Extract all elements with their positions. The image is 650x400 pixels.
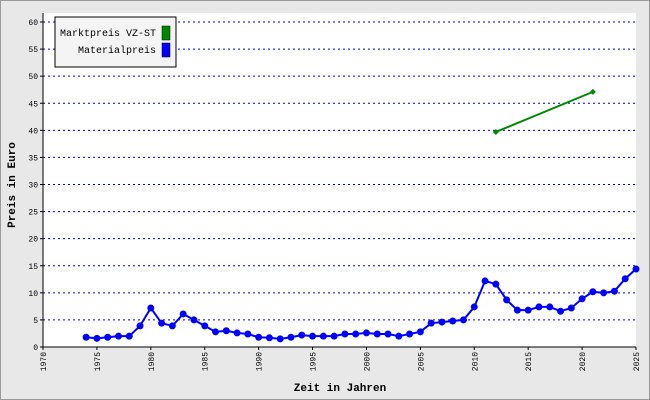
- point: [319, 332, 327, 340]
- y-tick-label: 10: [28, 290, 38, 299]
- y-axis-label: Preis in Euro: [7, 142, 19, 228]
- plot-area: [43, 13, 636, 347]
- y-tick-label: 60: [28, 19, 38, 28]
- x-tick-label: 1980: [148, 352, 157, 371]
- point: [104, 333, 112, 341]
- point: [406, 330, 414, 338]
- point: [93, 334, 101, 342]
- point: [557, 307, 565, 315]
- y-tick-label: 25: [28, 209, 38, 218]
- y-tick-label: 35: [28, 154, 38, 163]
- y-tick-label: 45: [28, 100, 38, 109]
- y-tick-label: 30: [28, 182, 38, 191]
- y-tick-label: 50: [28, 73, 38, 82]
- point: [147, 304, 155, 312]
- legend-box: [54, 16, 177, 68]
- point: [470, 303, 478, 311]
- point: [535, 303, 543, 311]
- point: [459, 316, 467, 324]
- legend-swatch: [161, 25, 171, 41]
- point: [158, 319, 166, 327]
- x-axis-label: Zeit in Jahren: [294, 383, 386, 395]
- legend: Marktpreis VZ-ST Materialpreis: [54, 16, 177, 68]
- point: [492, 128, 499, 135]
- point: [362, 329, 370, 337]
- point: [492, 280, 500, 288]
- point: [589, 288, 597, 296]
- point: [610, 287, 618, 295]
- point: [190, 316, 198, 324]
- legend-label: Materialpreis: [78, 45, 156, 57]
- point: [114, 332, 122, 340]
- x-tick-label: 2010: [471, 352, 480, 371]
- point: [513, 306, 521, 314]
- point: [578, 295, 586, 303]
- x-tick-label: 1985: [202, 352, 211, 371]
- point: [632, 265, 640, 273]
- point: [287, 333, 295, 341]
- point: [255, 333, 263, 341]
- legend-label: Marktpreis VZ-ST: [60, 28, 156, 40]
- point: [384, 330, 392, 338]
- y-tick-label: 20: [28, 236, 38, 245]
- x-tick-label: 1990: [256, 352, 265, 371]
- x-tick-label: 2015: [525, 352, 534, 371]
- point: [503, 296, 511, 304]
- point: [233, 329, 241, 337]
- point: [222, 327, 230, 335]
- point: [244, 330, 252, 338]
- point: [179, 310, 187, 318]
- point: [481, 277, 489, 285]
- point: [589, 88, 596, 95]
- x-tick-label: 2025: [633, 352, 642, 371]
- point: [309, 332, 317, 340]
- point: [212, 328, 220, 336]
- y-tick-label: 5: [33, 317, 38, 326]
- point: [567, 304, 575, 312]
- point: [136, 322, 144, 330]
- point: [395, 332, 403, 340]
- point: [621, 275, 629, 283]
- y-tick-label: 55: [28, 46, 38, 55]
- x-tick-label: 1975: [94, 352, 103, 371]
- line: [86, 268, 637, 340]
- x-tick-label: 1995: [310, 352, 319, 371]
- point: [298, 331, 306, 339]
- x-tick-label: 2020: [579, 352, 588, 371]
- y-tick-label: 40: [28, 127, 38, 136]
- legend-swatch: [161, 42, 171, 58]
- point: [168, 322, 176, 330]
- point: [125, 332, 133, 340]
- y-tick-label: 0: [33, 344, 38, 353]
- point: [524, 306, 532, 314]
- x-tick-label: 2000: [363, 352, 372, 371]
- point: [276, 335, 284, 343]
- point: [427, 319, 435, 327]
- x-tick-label: 1970: [40, 352, 49, 371]
- point: [330, 332, 338, 340]
- point: [449, 317, 457, 325]
- point: [438, 318, 446, 326]
- line: [495, 90, 594, 133]
- point: [265, 334, 273, 342]
- x-tick-label: 2005: [417, 352, 426, 371]
- point: [600, 289, 608, 297]
- point: [416, 328, 424, 336]
- point: [352, 330, 360, 338]
- point: [201, 322, 209, 330]
- y-tick-label: 15: [28, 263, 38, 272]
- point: [373, 330, 381, 338]
- point: [82, 333, 90, 341]
- point: [341, 330, 349, 338]
- point: [546, 303, 554, 311]
